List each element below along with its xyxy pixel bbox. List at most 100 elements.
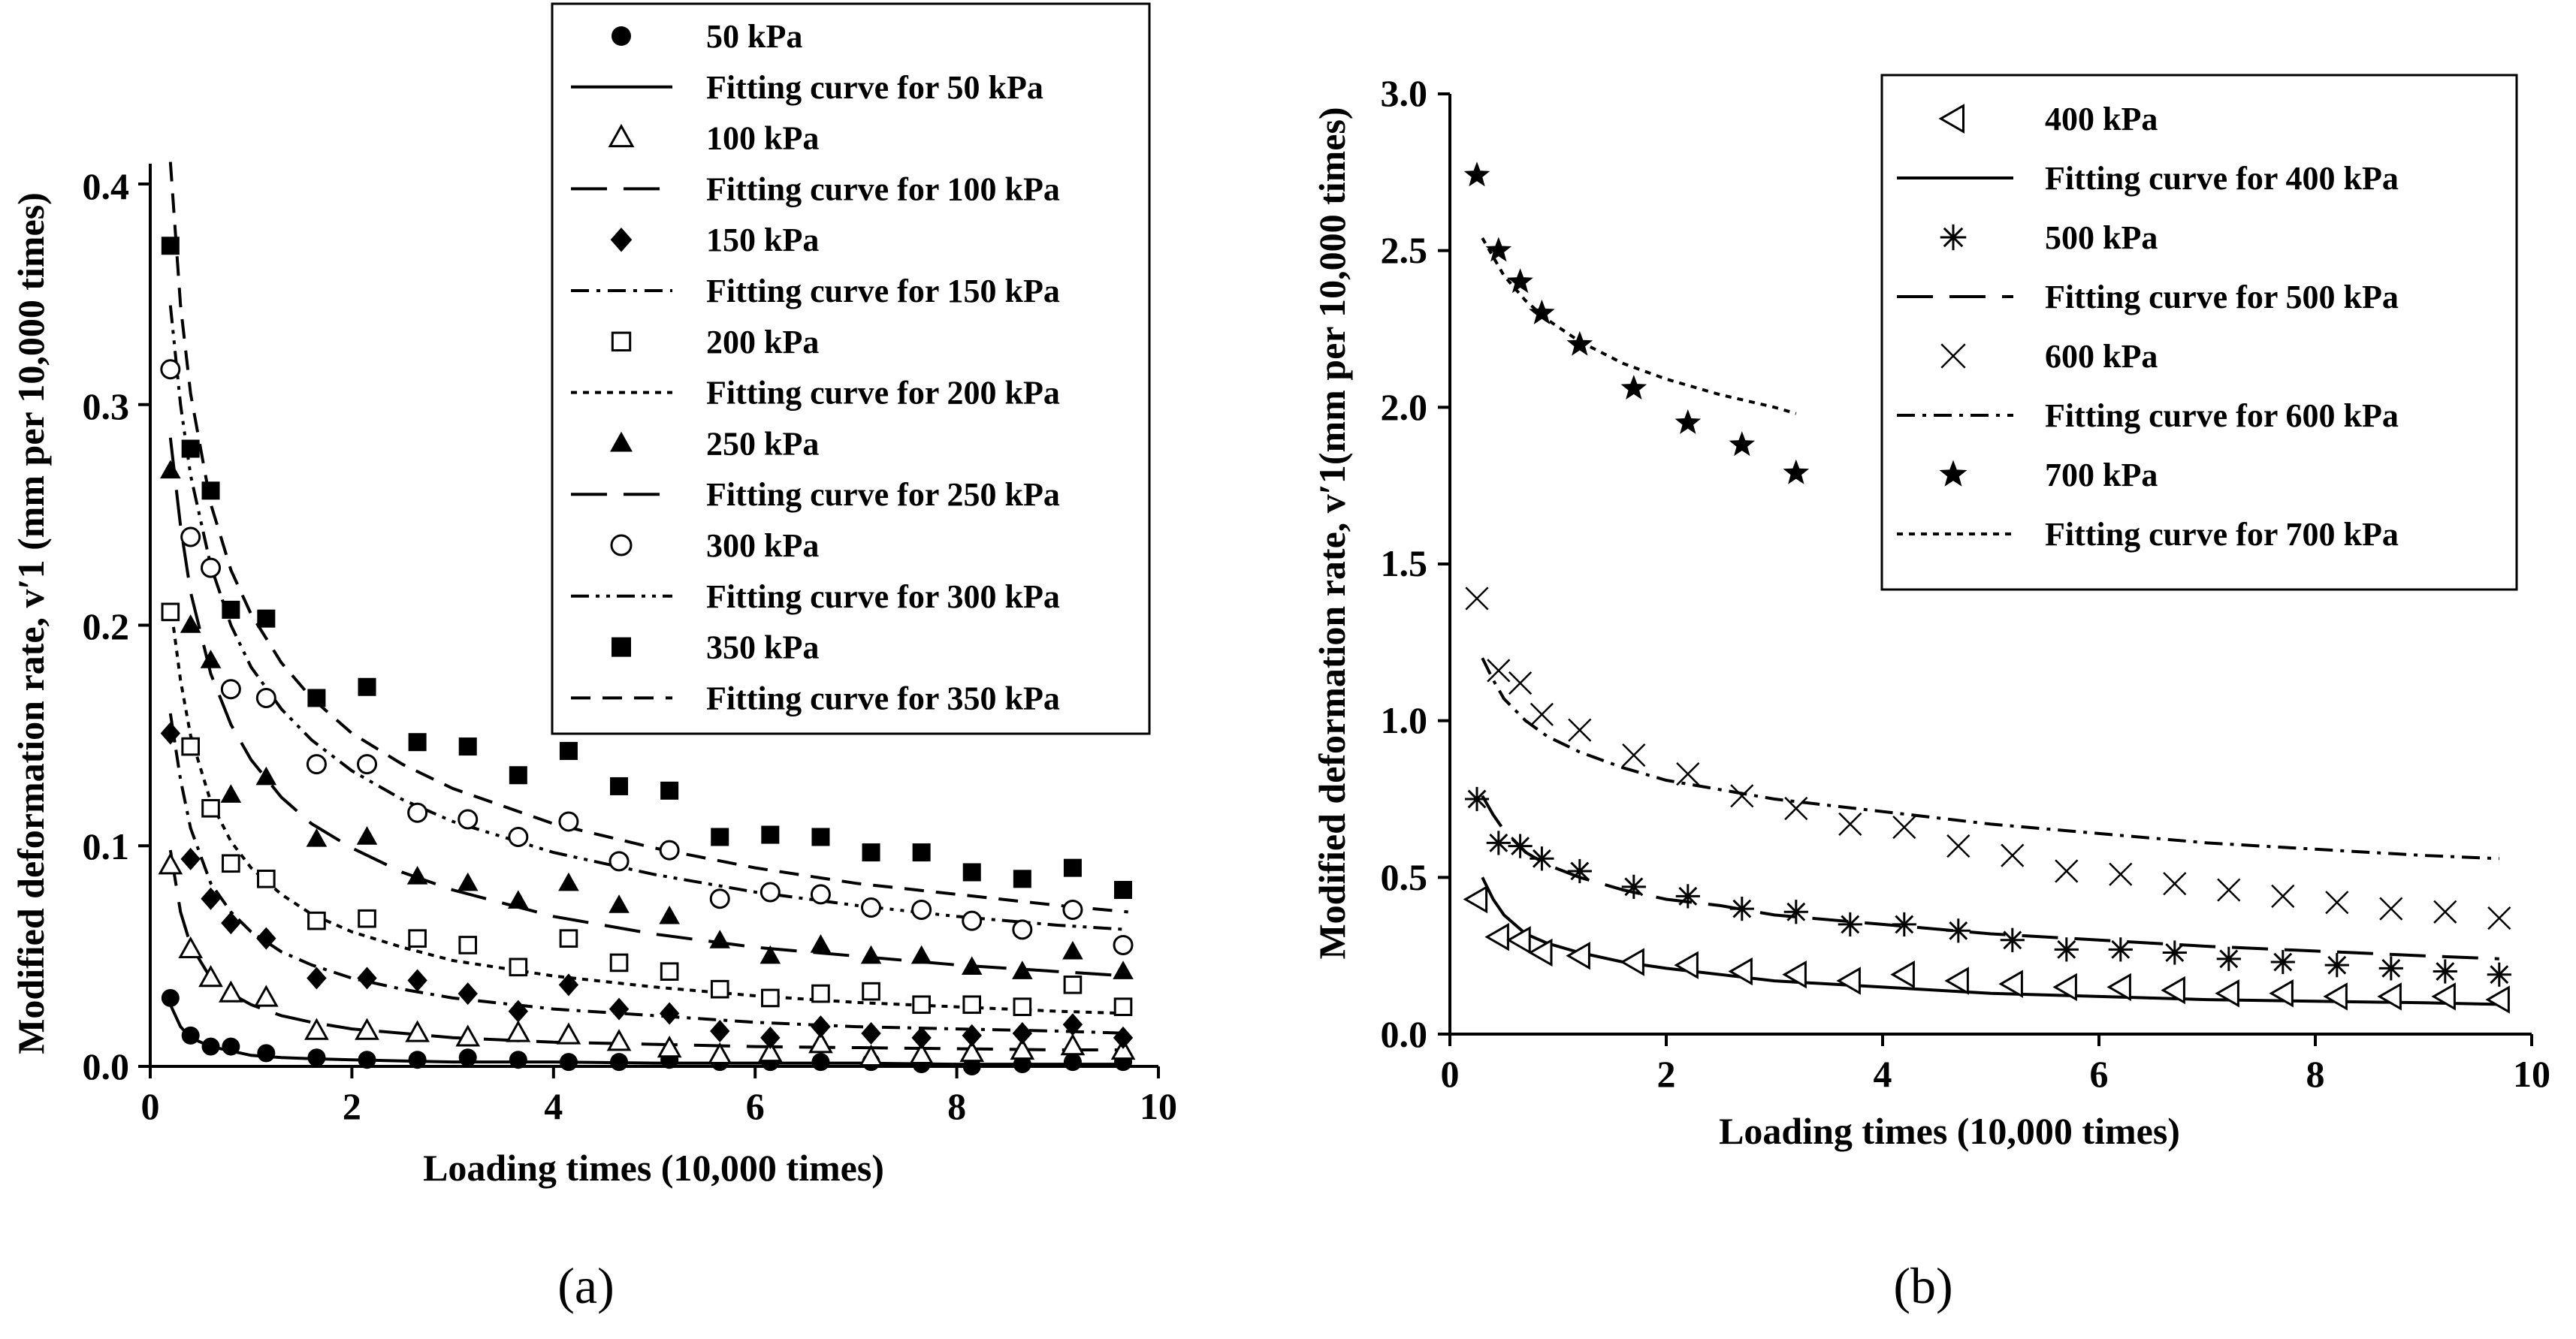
data-point-marker [1890, 961, 1915, 989]
data-point-marker [307, 911, 326, 930]
data-point-marker [201, 557, 222, 578]
panel-b-plot-area [1463, 161, 2511, 1014]
data-point-marker [1892, 815, 1916, 840]
legend-entry-label: 400 kPa [2045, 101, 2158, 137]
data-point-marker [1012, 1021, 1033, 1045]
data-point-marker [810, 884, 831, 905]
data-point-marker [911, 1026, 932, 1049]
data-point-marker [909, 1042, 934, 1065]
data-point-marker [609, 894, 630, 913]
data-point-marker [160, 722, 181, 745]
legend-entry-label: 50 kPa [706, 18, 802, 55]
data-point-marker [558, 973, 579, 997]
data-point-marker [307, 1048, 326, 1067]
data-point-marker [2431, 982, 2456, 1011]
data-point-marker [2433, 900, 2457, 924]
data-point-marker [1012, 919, 1033, 940]
panel-a-y-axis-label: Modified deformation rate, v′1 (mm per 1… [10, 192, 52, 1054]
data-point-marker [811, 984, 830, 1003]
data-point-marker [455, 1024, 481, 1047]
data-point-marker [458, 982, 478, 1006]
data-point-marker [307, 967, 327, 990]
data-point-marker [609, 953, 629, 973]
panel-b-legend-box [1880, 74, 2518, 591]
data-point-marker [257, 870, 276, 888]
data-point-marker [304, 1018, 329, 1040]
data-point-marker [198, 965, 223, 988]
data-point-marker [1620, 948, 1644, 976]
data-point-marker [811, 1053, 830, 1072]
panel-a-xtick-label: 8 [947, 1085, 966, 1127]
data-point-marker [861, 1021, 881, 1045]
legend-marker [1938, 104, 1964, 134]
panel-a-ytick-label: 0.0 [83, 1045, 130, 1087]
legend-marker [610, 227, 633, 252]
data-point-marker [1527, 938, 1553, 967]
panel-b-ytick-label: 2.5 [1381, 229, 1428, 271]
data-point-marker [508, 890, 529, 909]
panel-b-ytick-label: 1.0 [1381, 699, 1428, 741]
data-point-marker [358, 909, 376, 928]
data-point-marker [257, 609, 276, 628]
data-point-marker [862, 843, 880, 862]
data-point-marker [509, 1051, 527, 1069]
data-point-marker [659, 1002, 680, 1025]
data-point-marker [2163, 872, 2187, 896]
data-point-marker [508, 1000, 529, 1023]
panel-a-x-axis-label: Loading times (10,000 times) [423, 1147, 884, 1189]
data-point-marker [253, 985, 279, 1007]
data-point-marker [962, 995, 982, 1015]
data-point-marker [1013, 997, 1032, 1016]
data-point-marker [1729, 896, 1754, 921]
data-point-marker [1783, 459, 1810, 484]
data-point-marker [457, 872, 479, 891]
data-point-marker [1506, 926, 1531, 954]
legend-entry-label: 200 kPa [706, 324, 819, 360]
data-point-marker [808, 1031, 833, 1054]
legend-marker [610, 431, 633, 452]
data-point-marker [407, 802, 428, 823]
data-point-marker [408, 733, 427, 752]
fitting-curve-line [1481, 876, 2499, 1006]
panel-b-xtick-label: 10 [2513, 1053, 2550, 1095]
data-point-marker [181, 1026, 200, 1045]
data-point-marker [660, 781, 679, 800]
data-point-marker [911, 899, 932, 920]
data-point-marker [222, 600, 240, 619]
data-point-marker [1675, 884, 1700, 909]
data-point-marker [1568, 718, 1592, 742]
data-point-marker [458, 809, 479, 830]
data-point-marker [2052, 973, 2077, 1002]
data-point-marker [1508, 834, 1533, 858]
data-point-marker [1484, 922, 1509, 951]
panel-a-ytick-label: 0.4 [83, 165, 130, 207]
panel-b-ytick-label: 0.0 [1381, 1013, 1428, 1055]
data-point-marker [2216, 946, 2241, 971]
data-point-marker [862, 982, 880, 1001]
data-point-marker [1730, 784, 1754, 808]
legend-marker [608, 123, 635, 148]
legend-entry-label: Fitting curve for 700 kPa [2045, 516, 2399, 553]
panel-a-tick-marks [138, 182, 1160, 1078]
data-point-marker [1944, 967, 1969, 995]
data-point-marker [659, 840, 680, 861]
legend-marker [612, 637, 631, 657]
data-point-marker [810, 934, 832, 953]
data-point-marker [911, 945, 932, 964]
data-point-marker [657, 1036, 682, 1058]
data-point-marker [357, 967, 377, 990]
data-point-marker [201, 799, 220, 818]
data-point-marker [2269, 979, 2294, 1008]
data-point-marker [709, 888, 730, 909]
panel-b-xtick-label: 2 [1657, 1053, 1676, 1095]
panel-a-ytick-label: 0.1 [83, 825, 130, 867]
data-point-marker [509, 766, 527, 785]
data-point-marker [458, 737, 477, 756]
data-point-marker [556, 1022, 581, 1045]
data-point-marker [2109, 862, 2133, 886]
fitting-curve-line [168, 602, 1128, 1015]
legend-marker [1939, 460, 1967, 487]
data-point-marker [961, 956, 983, 976]
legend-entry-label: Fitting curve for 400 kPa [2045, 160, 2399, 197]
